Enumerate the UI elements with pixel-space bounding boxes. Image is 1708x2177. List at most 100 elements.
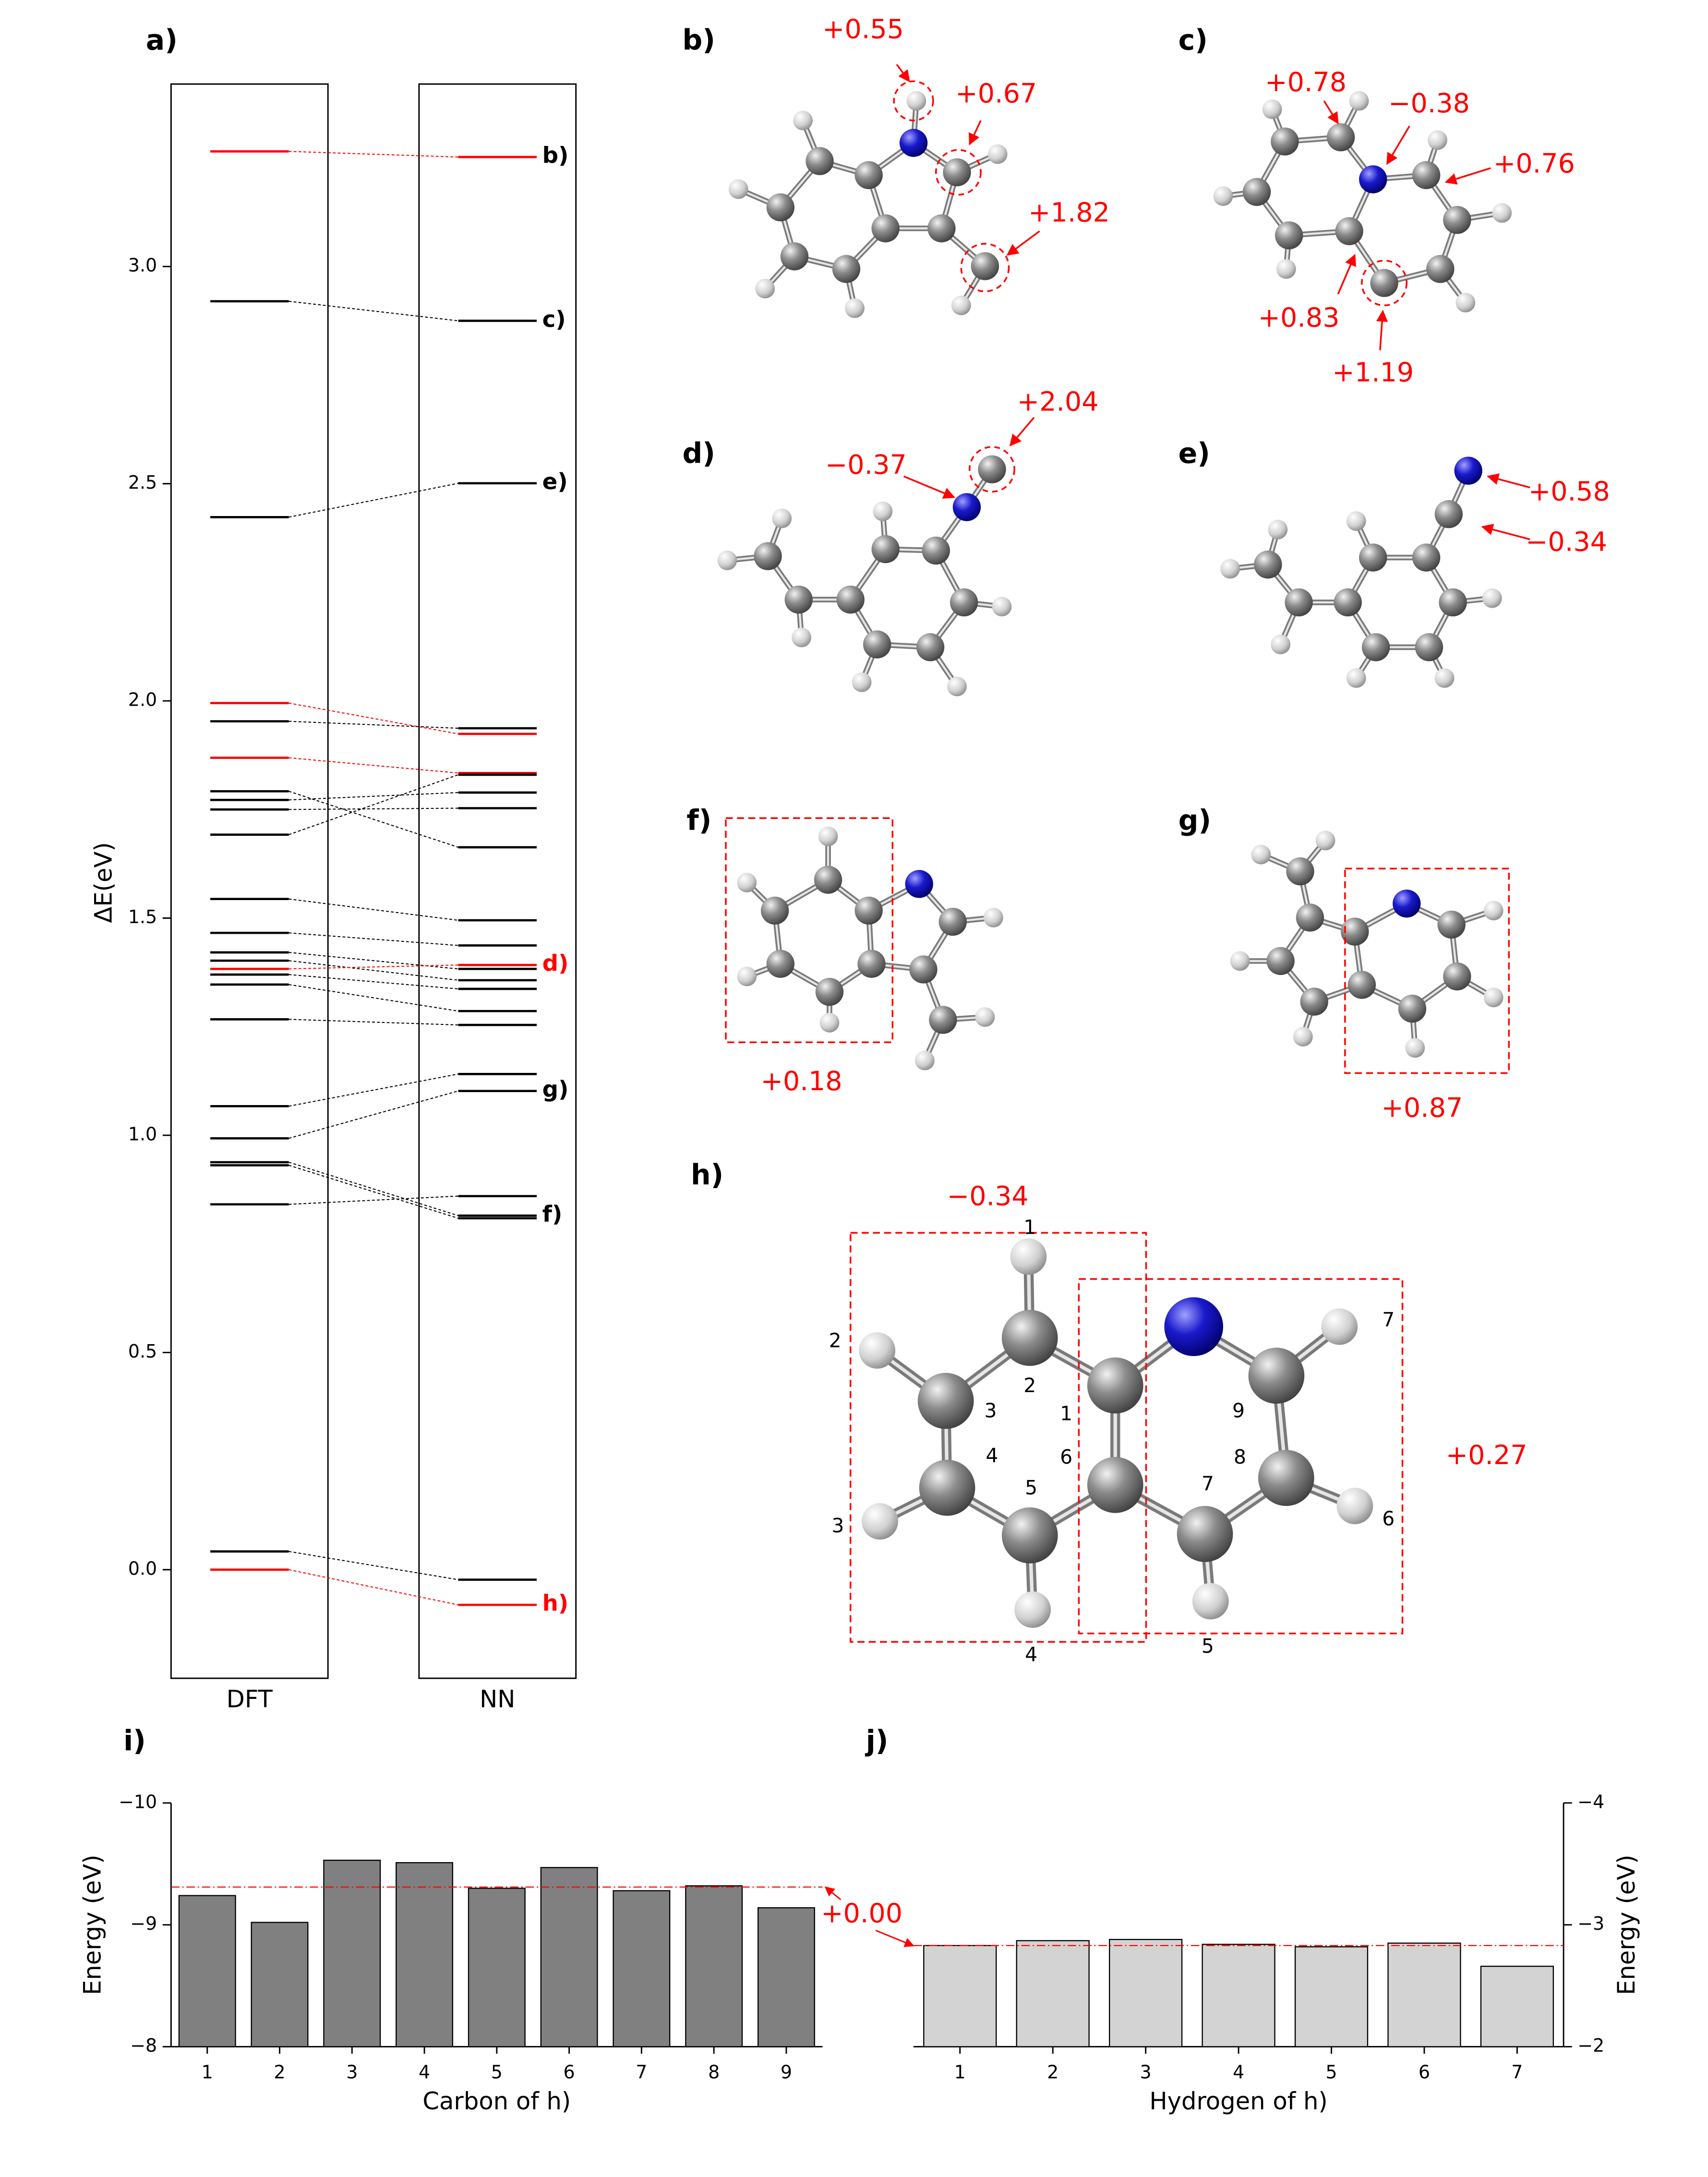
hydrogen-atom	[1428, 130, 1447, 150]
highlight-circle	[1361, 260, 1408, 306]
y-tick-label: 0.5	[128, 1341, 157, 1362]
carbon-atom	[909, 955, 938, 984]
nitrogen-atom	[1393, 890, 1421, 918]
bar	[468, 1888, 526, 2047]
x-tick-label: 6	[1419, 2062, 1430, 2083]
level-connector	[289, 702, 458, 734]
carbon-atom	[1426, 255, 1455, 283]
nitrogen-atom	[1164, 1297, 1223, 1356]
carbon-atom	[1258, 1450, 1314, 1506]
y-tick-label: 1.0	[128, 1123, 157, 1144]
charge-annotation: +1.19	[1332, 357, 1414, 388]
hydrogen-atom	[1346, 668, 1366, 688]
highlight-circle	[893, 80, 934, 121]
highlight-box	[1078, 1278, 1404, 1635]
bar	[757, 1907, 815, 2047]
hydrogen-atom	[1251, 844, 1271, 865]
annotation-arrow	[1487, 473, 1530, 489]
y-tick-label: 2.0	[128, 689, 157, 710]
x-tick-label: 6	[564, 2062, 575, 2083]
hydrogen-atom	[1349, 91, 1369, 111]
carbon-atom	[1087, 1457, 1143, 1513]
carbon-number: 6	[1060, 1445, 1072, 1468]
hydrogen-number: 6	[1382, 1507, 1395, 1530]
level-panel	[170, 83, 329, 1679]
level-label: e)	[542, 469, 568, 495]
carbon-atom	[1412, 161, 1441, 189]
carbon-atom	[1248, 1347, 1305, 1404]
bar	[178, 1895, 236, 2047]
carbon-atom	[1437, 910, 1466, 939]
bar	[323, 1859, 381, 2047]
hydrogen-atom	[1482, 588, 1502, 608]
annotation-arrow	[1481, 524, 1530, 541]
series-label: DFT	[227, 1685, 273, 1713]
level-label: d)	[542, 951, 569, 977]
hydrogen-atom	[1213, 186, 1233, 206]
charge-annotation: −0.34	[1526, 527, 1607, 557]
charge-annotation: +0.78	[1265, 67, 1347, 98]
x-tick-label: 9	[781, 2062, 792, 2083]
highlight-circle	[969, 446, 1015, 493]
panel-label: a)	[146, 24, 178, 57]
charge-annotation: +2.04	[1017, 387, 1099, 418]
charge-annotation: −0.37	[825, 450, 907, 481]
charge-annotation: +1.82	[1028, 198, 1110, 229]
hydrogen-atom	[873, 501, 893, 521]
level-connector	[289, 792, 458, 801]
carbon-atom	[766, 950, 794, 978]
nitrogen-atom	[952, 493, 981, 521]
highlight-box	[849, 1232, 1147, 1643]
hydrogen-atom	[1262, 99, 1282, 120]
level-label: f)	[542, 1202, 563, 1227]
hydrogen-atom	[728, 179, 748, 199]
hydrogen-atom	[1434, 668, 1455, 688]
carbon-atom	[1415, 633, 1443, 662]
carbon-atom	[863, 630, 891, 659]
highlight-box	[725, 817, 894, 1043]
y-axis-label: Energy (eV)	[1612, 1854, 1640, 1995]
hydrogen-atom	[772, 508, 792, 529]
carbon-atom	[1296, 903, 1324, 932]
carbon-atom	[871, 535, 900, 564]
hydrogen-atom	[1220, 559, 1240, 579]
bar	[1109, 1939, 1183, 2047]
annotation-arrow	[1386, 125, 1410, 165]
hydrogen-atom	[906, 91, 926, 111]
carbon-atom	[919, 1459, 975, 1516]
carbon-atom	[1271, 127, 1299, 156]
x-tick-label: 5	[1325, 2062, 1337, 2083]
hydrogen-atom	[793, 110, 813, 131]
bar	[1016, 1940, 1090, 2047]
annotation-arrow	[1009, 417, 1035, 446]
level-panel	[418, 83, 577, 1679]
hydrogen-atom	[1492, 203, 1512, 223]
level-connector	[289, 757, 458, 774]
bar	[396, 1862, 454, 2047]
charge-annotation: −0.38	[1388, 88, 1470, 119]
level-connector	[289, 1019, 458, 1026]
annotation-arrow	[1337, 253, 1356, 295]
hydrogen-atom	[1405, 1038, 1425, 1058]
carbon-number: 4	[986, 1444, 998, 1467]
level-connector	[289, 984, 458, 1012]
hydrogen-atom	[737, 873, 757, 892]
carbon-atom	[1398, 994, 1427, 1023]
x-axis-label: Hydrogen of h)	[1149, 2087, 1327, 2115]
level-connector	[289, 301, 458, 322]
hydrogen-atom	[755, 278, 775, 299]
hydrogen-atom	[983, 908, 1003, 927]
carbon-number: 1	[1060, 1402, 1072, 1425]
charge-annotation: −0.34	[947, 1181, 1029, 1212]
bar	[1387, 1942, 1461, 2047]
carbon-number: 7	[1202, 1472, 1214, 1495]
charge-annotation: +0.58	[1528, 476, 1610, 507]
carbon-atom	[1242, 178, 1271, 206]
y-tick-label: −3	[1577, 1913, 1604, 1934]
hydrogen-atom	[859, 1332, 896, 1369]
carbon-atom	[917, 1372, 974, 1429]
annotation-arrow	[896, 64, 910, 83]
difference-annotation: +0.00	[821, 1898, 902, 1929]
